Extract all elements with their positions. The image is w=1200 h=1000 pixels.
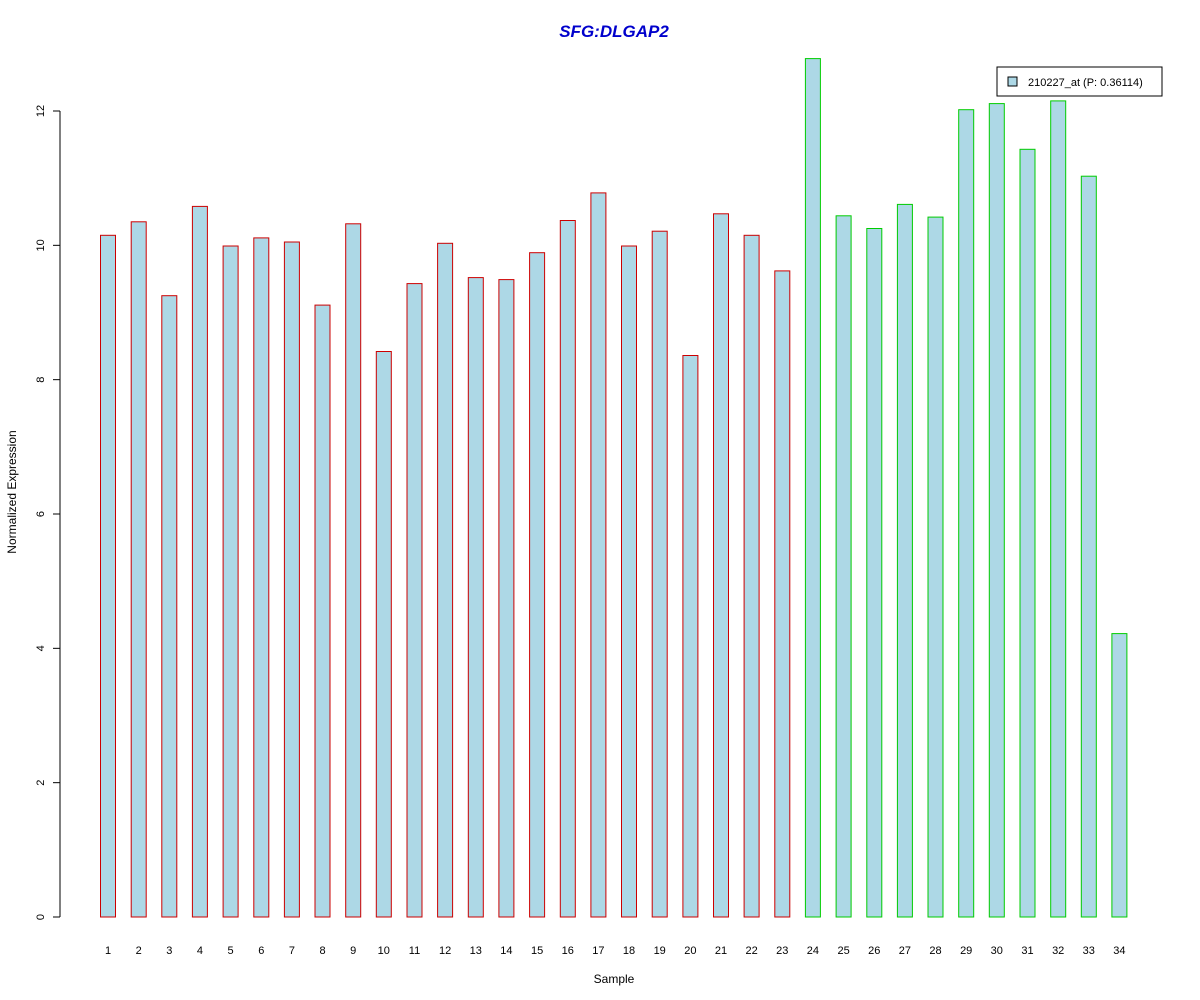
bar [682, 355, 699, 918]
y-tick-label: 0 [35, 914, 47, 920]
x-tick-label: 31 [1021, 945, 1033, 957]
bar [835, 215, 852, 918]
bar [621, 245, 637, 918]
bar [1111, 633, 1128, 918]
x-tick-label: 29 [960, 945, 972, 957]
bar [774, 270, 791, 918]
bar [375, 351, 392, 918]
legend: 210227_at (P: 0.36114) [996, 66, 1163, 97]
x-tick-label: 14 [500, 945, 512, 957]
bar [406, 283, 423, 918]
x-tick-label: 19 [654, 945, 666, 957]
x-tick-label: 23 [776, 945, 788, 957]
bar [651, 230, 668, 918]
bar [314, 304, 331, 918]
bar [498, 279, 515, 918]
x-tick-label: 6 [258, 945, 264, 957]
legend-box [996, 66, 1163, 97]
x-tick-label: 26 [868, 945, 880, 957]
bar [253, 237, 270, 918]
bar [467, 277, 484, 918]
y-tick-label: 10 [35, 239, 47, 251]
x-tick-label: 24 [807, 945, 819, 957]
x-tick-label: 15 [531, 945, 543, 957]
bar [743, 234, 760, 918]
bar [804, 58, 821, 918]
bar [559, 220, 576, 918]
bar [222, 245, 239, 918]
x-tick-label: 21 [715, 945, 727, 957]
bar [100, 234, 116, 918]
bar [437, 242, 454, 918]
x-tick-label: 18 [623, 945, 635, 957]
bar [866, 228, 883, 918]
bar [1050, 100, 1067, 918]
x-tick-label: 1 [105, 945, 111, 957]
y-tick-label: 12 [35, 105, 47, 117]
bar [896, 203, 913, 918]
x-tick-label: 4 [197, 945, 203, 957]
bar [191, 205, 208, 918]
x-tick-label: 10 [378, 945, 390, 957]
x-axis-label: Sample [594, 972, 635, 986]
x-tick-label: 3 [166, 945, 172, 957]
bar [1019, 148, 1036, 918]
x-tick-label: 5 [228, 945, 234, 957]
y-axis: 0 2 4 6 8 10 12 [35, 105, 61, 920]
x-tick-label: 11 [409, 945, 420, 957]
x-tick-label: 32 [1052, 945, 1064, 957]
x-tick-label: 20 [684, 945, 696, 957]
x-tick-label: 9 [350, 945, 356, 957]
bar [1080, 175, 1097, 918]
legend-swatch [1007, 76, 1018, 87]
y-tick-label: 2 [35, 780, 47, 786]
x-tick-label: 33 [1083, 945, 1095, 957]
y-axis-label: Normalized Expression [5, 430, 19, 553]
x-tick-label: 17 [592, 945, 604, 957]
x-tick-label: 2 [136, 945, 142, 957]
x-tick-label: 25 [837, 945, 849, 957]
x-tick-label: 22 [745, 945, 757, 957]
legend-label: 210227_at (P: 0.36114) [1028, 77, 1143, 89]
bar [958, 109, 975, 918]
x-tick-label: 13 [470, 945, 482, 957]
bar [713, 213, 729, 918]
bar [590, 192, 607, 918]
bars [100, 58, 1128, 918]
x-tick-label: 27 [899, 945, 911, 957]
x-tick-label: 12 [439, 945, 451, 957]
bar [988, 103, 1005, 918]
bar [927, 216, 944, 918]
y-tick-label: 8 [35, 377, 47, 383]
x-tick-label: 30 [991, 945, 1003, 957]
bar [130, 221, 147, 918]
x-tick-label: 7 [289, 945, 295, 957]
bar [161, 295, 178, 918]
chart-title: SFG:DLGAP2 [559, 22, 669, 41]
bar [345, 223, 362, 918]
bar [283, 241, 300, 918]
x-tick-label: 28 [929, 945, 941, 957]
x-tick-label: 8 [319, 945, 325, 957]
y-tick-label: 4 [35, 645, 47, 651]
x-tick-label: 16 [562, 945, 574, 957]
x-tick-label: 34 [1113, 945, 1125, 957]
x-tick-labels: 1 2 3 4 5 6 7 8 9 10 11 12 13 14 15 16 17 18 19 20 21 22 23 24 2… [105, 945, 1126, 957]
bar [529, 252, 546, 918]
y-tick-label: 6 [35, 511, 47, 517]
